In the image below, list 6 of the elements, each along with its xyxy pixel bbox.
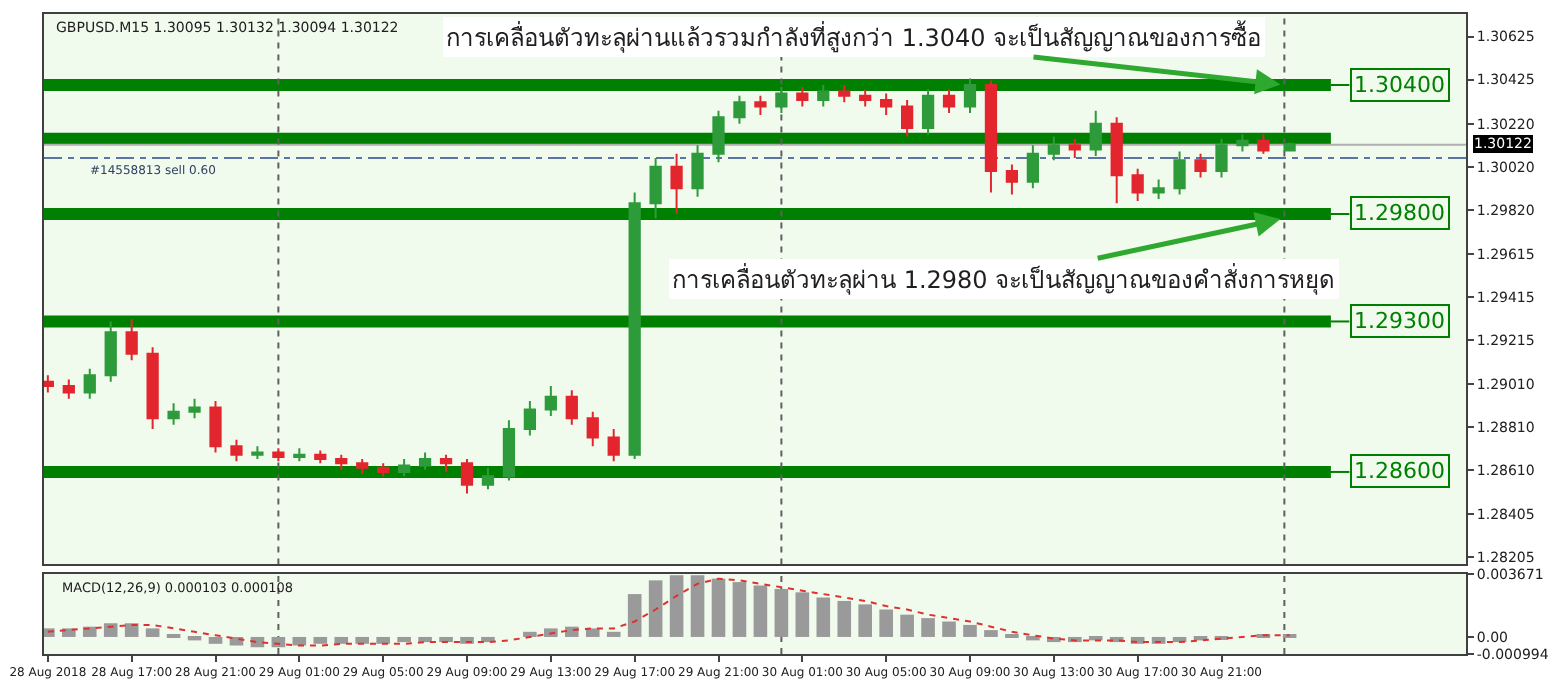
ref-line-label: 1.29800 bbox=[1354, 200, 1445, 226]
ref-line-label: 1.28600 bbox=[1354, 458, 1445, 484]
annotation: การเคลื่อนตัวทะลุผ่านแล้วรวมกำลังที่สูงกว่า 1.3040 จะเป็นสัญญาณของการซื้อ bbox=[446, 20, 1262, 54]
ref-line-label: 1.29300 bbox=[1354, 308, 1445, 334]
ref-line-label: 1.30400 bbox=[1354, 72, 1445, 98]
annotation: การเคลื่อนตัวทะลุผ่าน 1.2980 จะเป็นสัญญาณของคำสั่งการหยุด bbox=[672, 262, 1336, 296]
